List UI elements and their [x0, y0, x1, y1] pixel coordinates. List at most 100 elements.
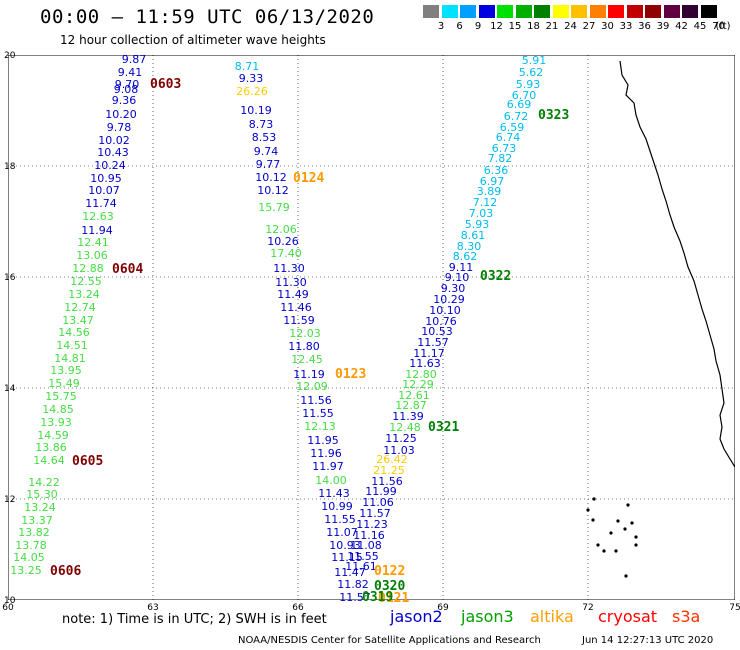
lat-label: 12	[4, 495, 16, 505]
wave-height-value: 8.73	[248, 118, 274, 131]
wave-height-value: 15.79	[258, 201, 290, 214]
legend-bin-label: 39	[656, 21, 670, 32]
map-subtitle: 12 hour collection of altimeter wave hei…	[60, 33, 326, 47]
legend-bin-label: 33	[619, 21, 633, 32]
wave-height-value: 11.56	[371, 475, 403, 488]
legend-swatch	[515, 5, 532, 18]
wave-height-value: 11.97	[312, 460, 344, 473]
wave-height-value: 10.12	[255, 171, 287, 184]
wave-height-value: 12.06	[265, 223, 297, 236]
wave-height-value: 6.69	[506, 98, 532, 111]
wave-height-value: 8.53	[251, 131, 277, 144]
wave-height-value: 13.24	[24, 501, 56, 514]
wave-height-value: 9.78	[106, 121, 132, 134]
wave-height-value: 9.08	[113, 83, 139, 96]
island	[630, 521, 634, 525]
wave-height-value: 11.61	[345, 560, 377, 573]
pass-time-label: 0322	[480, 269, 512, 284]
pass-time-label: 0124	[293, 171, 325, 186]
wave-height-value: 21.25	[373, 464, 405, 477]
island	[596, 543, 600, 547]
legend-jason3: jason3	[461, 607, 514, 626]
wave-height-value: 13.86	[35, 441, 67, 454]
wave-height-value: 11.94	[81, 224, 113, 237]
lat-label: 10	[4, 596, 16, 606]
wave-height-value: 7.12	[472, 196, 498, 209]
wave-height-value: 10.95	[90, 172, 122, 185]
wave-height-value: 14.05	[13, 551, 45, 564]
wave-height-value: 11.99	[365, 485, 397, 498]
legend-bin-label: 9	[474, 21, 482, 32]
wave-height-value: 11.57	[339, 591, 371, 604]
wave-height-value: 10.29	[433, 293, 465, 306]
wave-height-value: 12.55	[70, 275, 102, 288]
wave-height-value: 12.87	[395, 399, 427, 412]
wave-height-value: 12.80	[405, 368, 437, 381]
wave-height-value: 13.47	[62, 314, 94, 327]
wave-height-value: 11.56	[300, 394, 332, 407]
legend-swatch	[682, 5, 698, 18]
wave-height-value: 14.51	[56, 339, 88, 352]
wave-height-value: 6.36	[483, 164, 509, 177]
wave-height-value: 10.10	[429, 304, 461, 317]
wave-height-value: 5.93	[515, 78, 541, 91]
wave-height-value: 11.55	[324, 513, 356, 526]
wave-height-value: 12.88	[72, 262, 104, 275]
wave-height-value: 8.62	[452, 250, 478, 263]
wave-height-value: 11.59	[283, 314, 315, 327]
wave-height-value: 10.12	[257, 184, 289, 197]
wave-height-value: 9.30	[440, 282, 466, 295]
wave-height-value: 11.57	[417, 336, 449, 349]
note-text: note: 1) Time is in UTC; 2) SWH is in fe…	[62, 612, 327, 627]
wave-height-value: 10.02	[98, 134, 130, 147]
legend-swatch	[460, 5, 476, 18]
legend-swatch	[571, 5, 587, 18]
legend-bin-label: 18	[527, 21, 540, 32]
wave-height-value: 5.62	[518, 66, 544, 79]
wave-height-value: 9.36	[111, 94, 137, 107]
pass-time-label: 0319	[362, 590, 394, 605]
pass-time-label: 0320	[374, 579, 406, 594]
lon-label: 63	[147, 603, 159, 613]
wave-height-value: 5.93	[464, 218, 490, 231]
wave-height-value: 6.70	[511, 89, 537, 102]
wave-height-value: 11.82	[337, 578, 369, 591]
lon-label: 66	[292, 603, 304, 613]
wave-height-value: 11.06	[362, 496, 394, 509]
legend-swatch	[663, 5, 680, 18]
wave-height-value: 14.64	[33, 454, 65, 467]
legend-bin-label: 21	[545, 21, 559, 32]
wave-height-value: 14.85	[42, 403, 74, 416]
wave-height-value: 11.46	[280, 301, 312, 314]
island	[634, 535, 638, 539]
wave-height-value: 12.13	[304, 420, 336, 433]
legend-bin-label: 42	[675, 21, 688, 32]
credit-text: NOAA/NESDIS Center for Satellite Applica…	[238, 635, 541, 646]
wave-height-value: 11.16	[353, 529, 385, 542]
legend-swatch	[626, 5, 643, 18]
wave-height-value: 12.03	[289, 327, 321, 340]
lon-label: 75	[729, 603, 740, 613]
wave-height-value: 13.78	[15, 539, 47, 552]
wave-height-value: 11.30	[273, 262, 305, 275]
legend-cryosat: cryosat	[598, 607, 658, 626]
wave-height-value: 11.43	[318, 487, 350, 500]
wave-height-value: 14.59	[37, 429, 69, 442]
map-title: 00:00 – 11:59 UTC 06/13/2020	[40, 6, 375, 28]
wave-height-value: 12.48	[389, 421, 421, 434]
wave-height-value: 13.93	[40, 416, 72, 429]
legend-s3a: s3a	[672, 607, 701, 626]
wave-height-value: 11.07	[326, 526, 358, 539]
wave-height-value: 9.41	[117, 66, 143, 79]
wave-height-value: 11.25	[385, 432, 417, 445]
wave-height-value: 9.11	[448, 261, 474, 274]
pass-time-label: 0122	[374, 564, 406, 579]
wave-height-value: 11.49	[277, 288, 309, 301]
wave-height-value: 11.08	[350, 539, 382, 552]
wave-height-value: 7.03	[468, 207, 494, 220]
wave-height-value: 12.29	[402, 378, 434, 391]
wave-height-value: 6.74	[495, 131, 521, 144]
island	[616, 519, 620, 523]
wave-height-value: 10.20	[105, 108, 137, 121]
legend-jason2: jason2	[390, 607, 443, 626]
